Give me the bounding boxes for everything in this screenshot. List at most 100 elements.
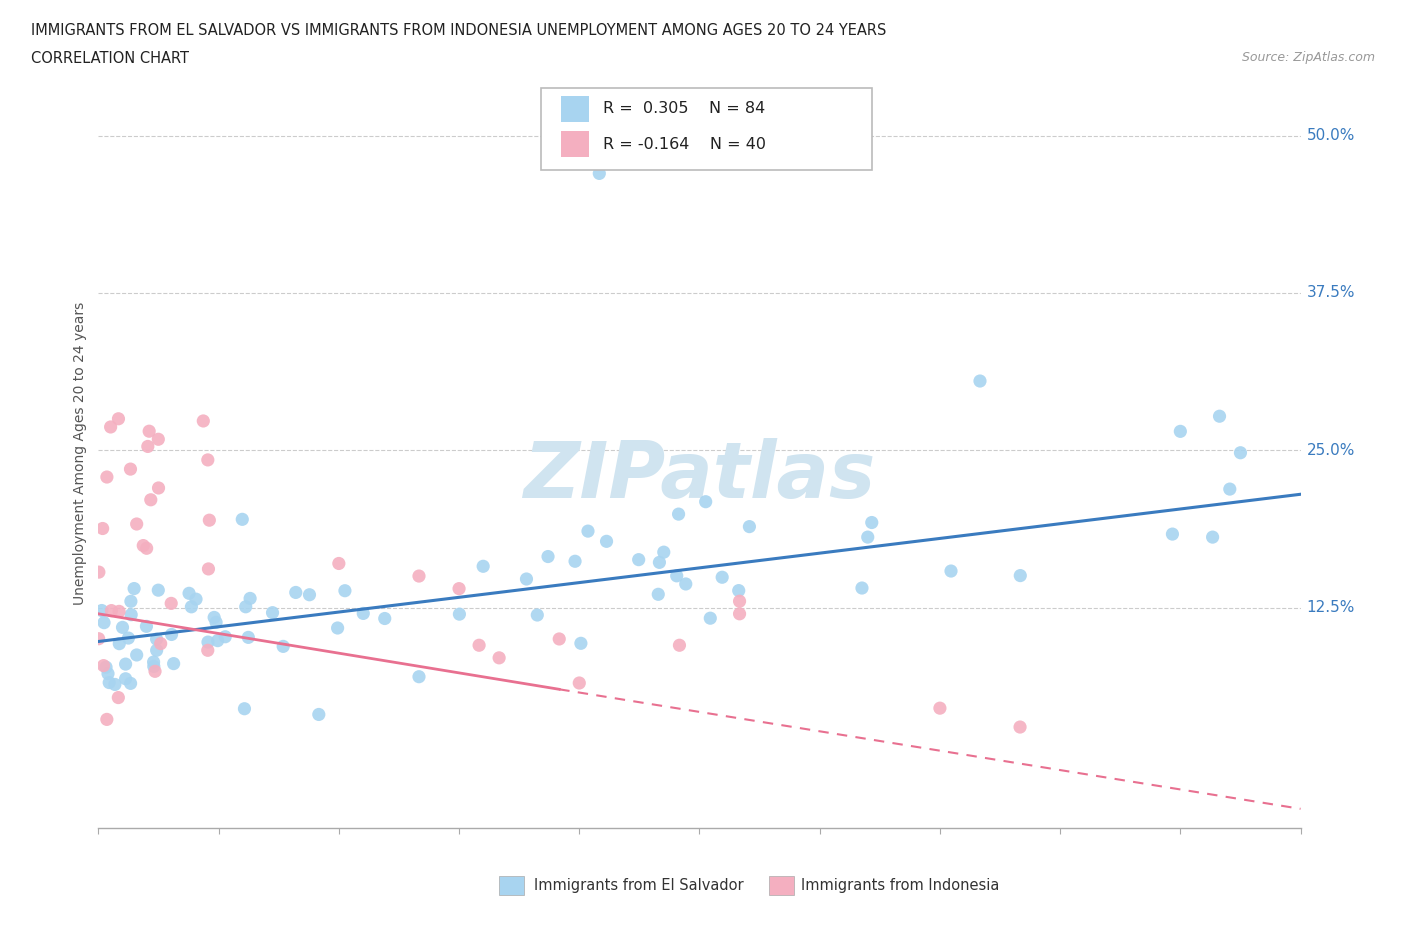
Point [107,690,129,705]
Point [198,512,221,527]
Point [939,564,962,578]
Text: 12.5%: 12.5% [1306,600,1355,615]
Point [108,604,131,618]
Point [142,655,165,670]
Text: IMMIGRANTS FROM EL SALVADOR VS IMMIGRANTS FROM INDONESIA UNEMPLOYMENT AMONG AGES: IMMIGRANTS FROM EL SALVADOR VS IMMIGRANT… [31,23,886,38]
Point [328,556,350,571]
Point [149,636,172,651]
Point [576,524,599,538]
Point [515,572,537,587]
Point [526,607,548,622]
Point [207,633,229,648]
Point [239,591,262,605]
Point [135,541,157,556]
Point [96,712,118,727]
Point [93,616,115,631]
Text: R = -0.164    N = 40: R = -0.164 N = 40 [603,137,766,152]
Point [352,606,374,621]
Point [588,166,610,180]
Point [97,666,120,681]
Point [120,607,142,622]
Point [125,647,148,662]
Point [284,585,307,600]
Point [87,565,110,579]
Point [969,374,991,389]
Point [408,568,430,583]
Point [202,610,225,625]
Point [114,671,136,686]
Point [135,619,157,634]
Point [851,580,873,595]
Point [132,538,155,553]
Point [197,453,219,468]
Point [114,657,136,671]
Point [162,657,184,671]
Text: 50.0%: 50.0% [1306,128,1355,143]
Point [111,620,134,635]
Point [148,432,170,446]
Point [488,650,510,665]
Point [1201,530,1223,545]
Point [177,586,200,601]
Point [568,675,591,690]
Text: Immigrants from El Salvador: Immigrants from El Salvador [534,878,744,893]
Point [728,606,751,621]
Point [627,552,650,567]
Point [107,411,129,426]
Point [100,604,122,618]
Point [160,596,183,611]
Point [117,631,139,645]
Point [100,419,122,434]
Point [238,630,260,644]
Point [94,659,117,674]
Point [233,701,256,716]
Point [333,583,356,598]
Point [668,638,690,653]
Point [90,603,112,618]
Point [231,512,253,526]
Point [695,494,717,509]
Point [595,534,617,549]
Point [728,593,751,608]
Point [727,583,749,598]
Point [122,581,145,596]
Point [120,676,142,691]
Point [447,581,470,596]
Point [125,516,148,531]
Point [564,554,586,569]
Point [96,470,118,485]
Point [668,507,690,522]
Point [136,439,159,454]
Point [856,530,879,545]
Point [548,631,571,646]
Point [120,594,142,609]
Point [665,568,688,583]
Point [104,677,127,692]
Point [180,599,202,614]
Point [138,424,160,439]
Point [308,707,330,722]
Point [160,627,183,642]
Point [468,638,491,653]
Point [1219,482,1241,497]
Point [1229,445,1251,460]
Point [108,636,131,651]
Point [860,515,883,530]
Text: 37.5%: 37.5% [1306,286,1355,300]
Point [262,605,284,620]
Point [93,658,115,673]
Point [148,481,170,496]
Point [699,611,721,626]
Point [675,577,697,591]
Point [235,599,257,614]
Point [145,643,167,658]
Point [1161,526,1184,541]
Y-axis label: Unemployment Among Ages 20 to 24 years: Unemployment Among Ages 20 to 24 years [73,301,87,605]
Point [139,492,162,507]
Text: ZIPatlas: ZIPatlas [523,438,876,514]
Text: R =  0.305    N = 84: R = 0.305 N = 84 [603,101,765,116]
Point [197,634,219,649]
Point [1170,424,1192,439]
Point [648,555,671,570]
Point [929,700,952,715]
